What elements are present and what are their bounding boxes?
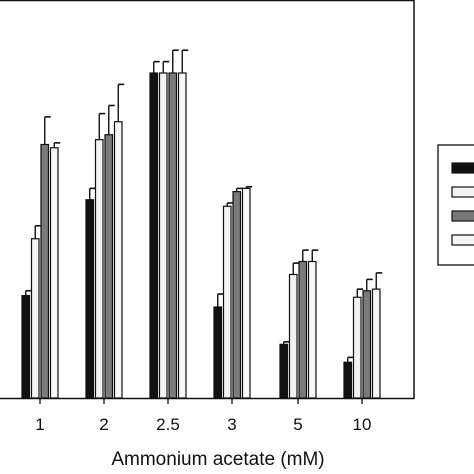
x-tick-label: 2 [99, 415, 108, 434]
bar [149, 72, 159, 399]
legend-swatch [451, 234, 474, 246]
bar [21, 295, 31, 399]
bar [232, 191, 242, 399]
x-axis-title: Ammonium acetate (mM) [111, 449, 324, 470]
bar [222, 205, 232, 399]
x-ticks-group: 1 2 2.5 3 5 10 [35, 398, 371, 434]
x-tick-label: 10 [353, 415, 372, 434]
bar [158, 72, 168, 399]
bar [362, 290, 372, 399]
bar [371, 288, 381, 399]
x-tick-label: 1 [35, 415, 44, 434]
bar [85, 199, 95, 399]
bar [113, 121, 123, 399]
x-tick-label: 5 [293, 415, 302, 434]
plot-frame [0, 0, 415, 400]
bar [49, 147, 59, 399]
bar [288, 273, 298, 399]
legend-swatch [451, 162, 474, 174]
bar [343, 361, 353, 399]
x-tick-label: 3 [227, 415, 236, 434]
bar [177, 72, 187, 399]
error-bars-group [25, 49, 383, 363]
bar [352, 296, 362, 399]
legend-swatch [451, 210, 474, 222]
bar [241, 187, 251, 399]
bar [30, 238, 40, 399]
bar [94, 139, 104, 399]
legend [437, 144, 474, 266]
bar [307, 260, 317, 399]
bar [104, 134, 114, 399]
bar [213, 306, 223, 399]
x-tick-label: 2.5 [156, 415, 180, 434]
bar [40, 143, 50, 399]
legend-swatch [451, 186, 474, 198]
bar [168, 72, 178, 399]
bars-group [21, 72, 381, 399]
bar [279, 343, 289, 399]
bar [298, 260, 308, 399]
